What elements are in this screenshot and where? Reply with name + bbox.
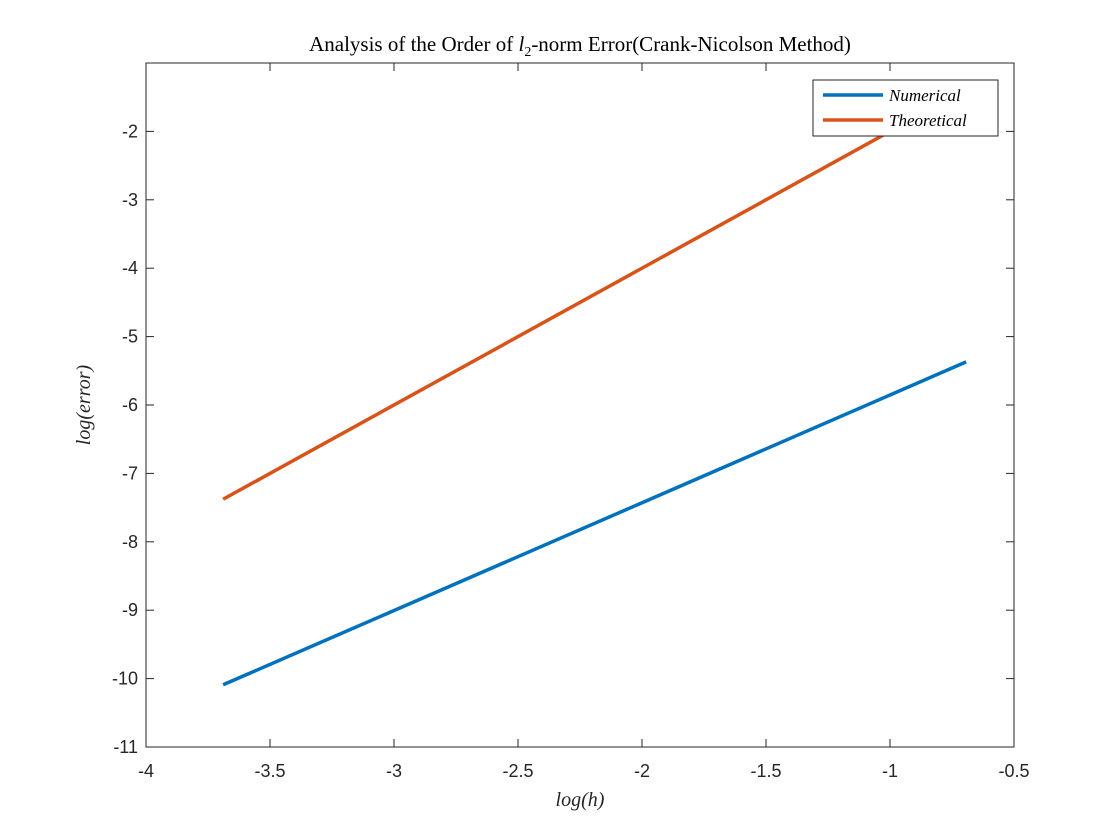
x-axis-ticks: -4 -3.5 -3 -2.5 -2 -1.5 -1 -0.5: [138, 63, 1030, 781]
y-axis-ticks: -11 -10 -9 -8 -7 -6 -5 -4 -3 -2: [112, 121, 1014, 757]
legend: Numerical Theoretical: [812, 79, 999, 137]
x-tick-label: -0.5: [998, 761, 1029, 781]
legend-box: [812, 79, 999, 137]
y-tick-label: -6: [122, 395, 138, 415]
chart-title: Analysis of the Order of l2-norm Error(C…: [309, 32, 851, 60]
x-tick-label: -4: [138, 761, 154, 781]
y-tick-label: -9: [122, 600, 138, 620]
y-tick-label: -5: [122, 327, 138, 347]
x-tick-label: -3: [386, 761, 402, 781]
y-tick-label: -11: [113, 737, 138, 757]
x-tick-label: -1: [882, 761, 898, 781]
x-tick-label: -2: [634, 761, 650, 781]
series-lines: [222, 87, 967, 687]
x-tick-label: -1.5: [750, 761, 781, 781]
y-tick-label: -8: [122, 532, 138, 552]
y-tick-label: -4: [122, 258, 138, 278]
x-tick-label: -3.5: [254, 761, 285, 781]
series-line-theoretical: [222, 87, 967, 501]
legend-label-numerical: Numerical: [888, 86, 961, 105]
y-tick-label: -3: [122, 190, 138, 210]
plot-area: [146, 63, 1014, 747]
series-line-numerical: [222, 360, 967, 687]
y-tick-label: -2: [122, 121, 138, 141]
x-axis-label: log(h): [556, 789, 605, 811]
y-tick-label: -7: [122, 463, 138, 483]
y-axis-label: log(error): [73, 364, 95, 445]
y-tick-label: -10: [112, 669, 138, 689]
x-tick-label: -2.5: [502, 761, 533, 781]
legend-label-theoretical: Theoretical: [889, 111, 967, 130]
